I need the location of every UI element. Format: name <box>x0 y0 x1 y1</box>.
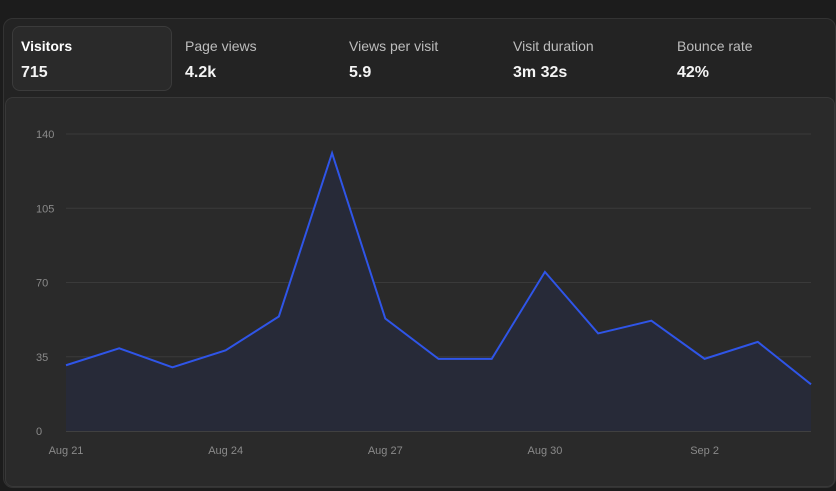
metric-value: 3m 32s <box>513 64 664 82</box>
metric-tab-page-views[interactable]: Page views 4.2k <box>176 26 336 91</box>
x-axis-ticks: Aug 21 Aug 24 Aug 27 Aug 30 Sep 2 <box>49 445 719 457</box>
area-fill-layer <box>66 153 811 431</box>
metric-label: Page views <box>185 38 336 54</box>
y-tick-label: 105 <box>36 203 54 215</box>
metric-tab-views-per-visit[interactable]: Views per visit 5.9 <box>340 26 500 91</box>
metric-value: 715 <box>21 64 171 82</box>
series-line <box>66 153 811 384</box>
y-tick-label: 35 <box>36 352 48 364</box>
series-area-fill <box>66 153 811 431</box>
series-line-layer <box>66 153 811 384</box>
metric-tab-visit-duration[interactable]: Visit duration 3m 32s <box>504 26 664 91</box>
y-tick-label: 140 <box>36 129 54 141</box>
visitors-line-chart: 0 35 70 105 140 Aug 21 Aug 24 Aug 27 Aug 30 Sep … <box>6 98 834 486</box>
metric-value: 4.2k <box>185 64 336 82</box>
metric-value: 5.9 <box>349 64 500 82</box>
x-tick-label: Sep 2 <box>690 445 719 457</box>
metric-tab-bounce-rate[interactable]: Bounce rate 42% <box>668 26 828 91</box>
x-tick-label: Aug 24 <box>208 445 243 457</box>
x-tick-label: Aug 30 <box>527 445 562 457</box>
metric-label: Visit duration <box>513 38 664 54</box>
metrics-tabs: Visitors 715 Page views 4.2k Views per v… <box>4 19 836 99</box>
y-tick-label: 70 <box>36 278 48 290</box>
metric-label: Visitors <box>21 38 171 54</box>
chart-panel: 0 35 70 105 140 Aug 21 Aug 24 Aug 27 Aug 30 Sep … <box>5 97 835 487</box>
metric-label: Bounce rate <box>677 38 828 54</box>
x-tick-label: Aug 27 <box>368 445 403 457</box>
metric-tab-visitors[interactable]: Visitors 715 <box>12 26 172 91</box>
metric-label: Views per visit <box>349 38 500 54</box>
dashboard-card: Visitors 715 Page views 4.2k Views per v… <box>3 18 836 488</box>
x-tick-label: Aug 21 <box>49 445 84 457</box>
y-axis-ticks: 0 35 70 105 140 <box>36 129 54 438</box>
metric-value: 42% <box>677 64 828 82</box>
y-tick-label: 0 <box>36 426 42 438</box>
